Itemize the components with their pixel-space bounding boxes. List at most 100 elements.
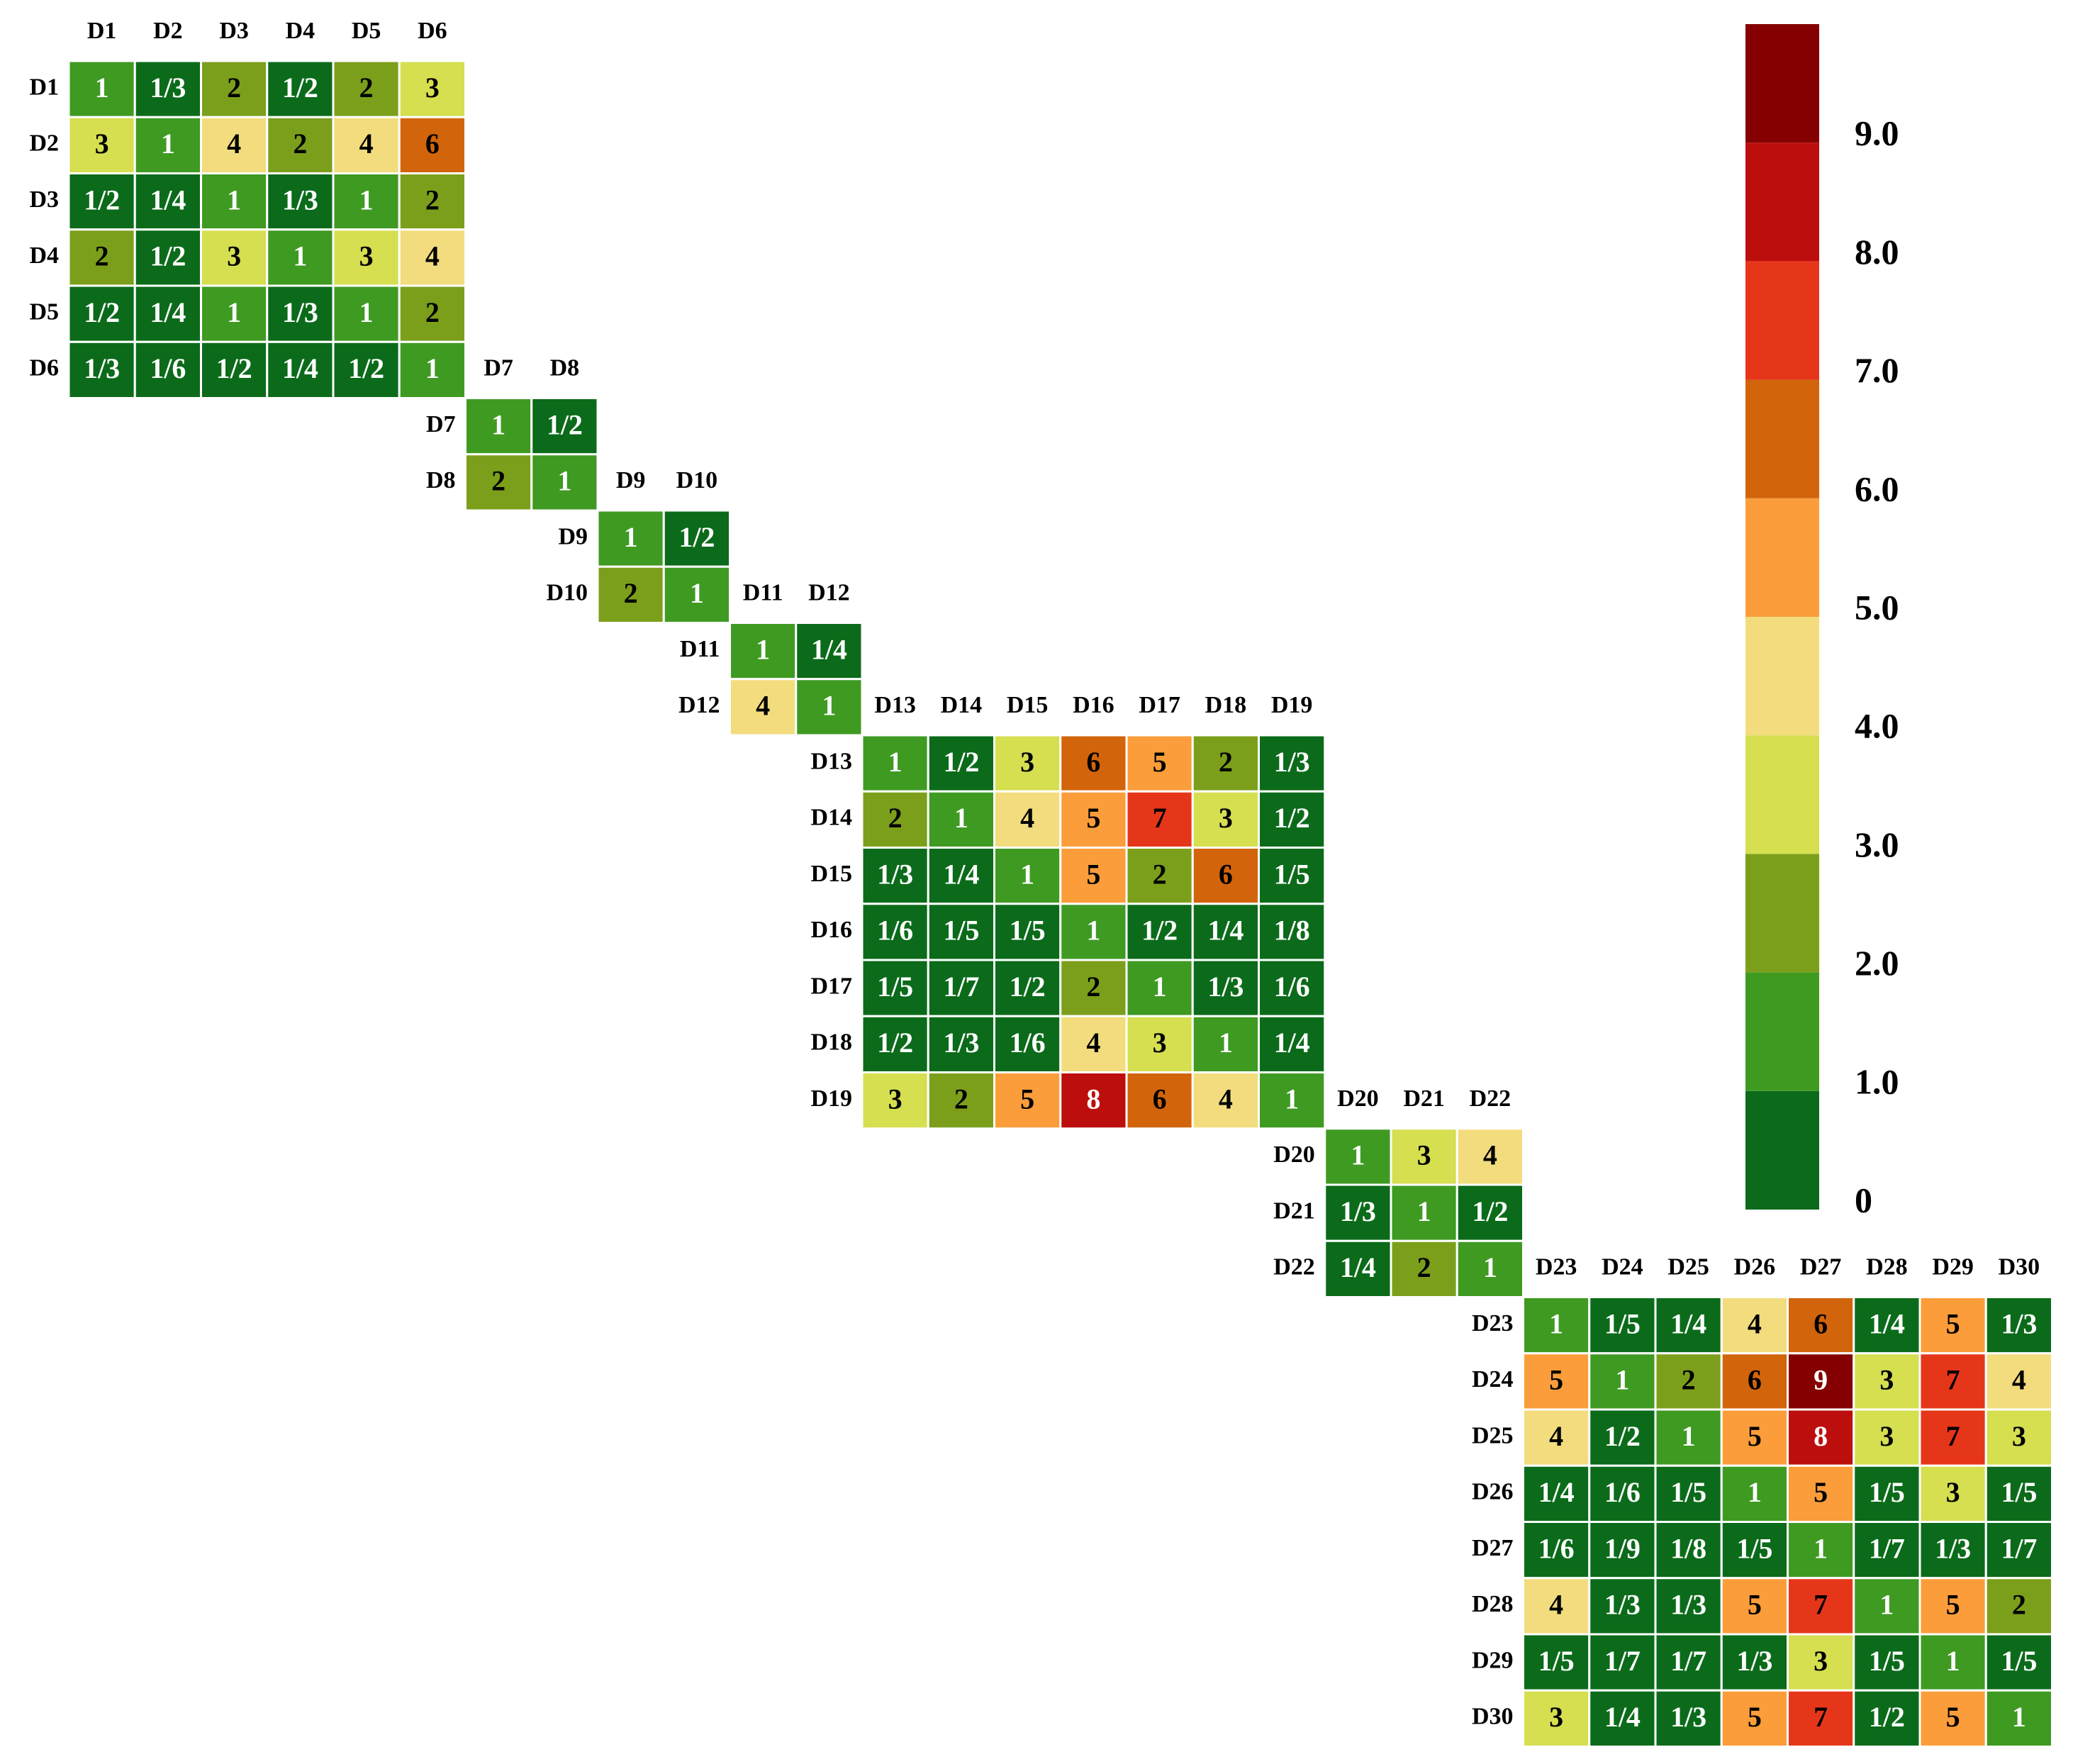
heatmap-cell — [1853, 1633, 1921, 1692]
heatmap-cell — [1059, 790, 1128, 849]
column-label: D7 — [484, 355, 513, 381]
cell-label: 1/2 — [1869, 1701, 1905, 1733]
column-label: D19 — [1271, 692, 1313, 718]
heatmap-cell — [1125, 903, 1194, 961]
heatmap-cell — [1191, 790, 1260, 849]
cell-label: 1 — [1879, 1589, 1894, 1621]
colorbar-tick-label: 6.0 — [1855, 469, 1899, 508]
row-label: D25 — [1472, 1422, 1514, 1448]
cell-label: 1 — [1748, 1476, 1762, 1508]
cell-label: 1/5 — [877, 971, 913, 1003]
heatmap-cell — [1455, 1127, 1524, 1186]
row-label: D13 — [810, 748, 852, 774]
cell-label: 1/4 — [811, 633, 847, 665]
heatmap-cell — [1390, 1127, 1458, 1186]
cell-label: 1/3 — [282, 296, 318, 328]
colorbar-tick-label: 1.0 — [1855, 1061, 1899, 1101]
heatmap-cell — [1390, 1239, 1458, 1298]
cell-label: 2 — [425, 296, 440, 328]
heatmap-cell — [1918, 1633, 1987, 1692]
heatmap-cell — [1588, 1689, 1657, 1748]
column-label: D10 — [676, 467, 718, 493]
heatmap-cell — [200, 228, 269, 287]
cell-label: 1/6 — [1010, 1027, 1046, 1059]
column-label: D16 — [1073, 692, 1114, 718]
cell-label: 1/2 — [1604, 1420, 1641, 1452]
heatmap-cell — [1390, 1183, 1458, 1242]
row-label: D19 — [810, 1085, 852, 1112]
cell-label: 4 — [1219, 1083, 1233, 1115]
cell-label: 5 — [1748, 1420, 1762, 1452]
cell-label: 1/4 — [150, 184, 186, 216]
heatmap-cell — [398, 116, 466, 174]
column-label: D26 — [1734, 1254, 1776, 1280]
cell-label: 1 — [557, 465, 571, 497]
cell-label: 1 — [95, 72, 109, 104]
cell-label: 1 — [227, 296, 241, 328]
cell-label: 1/2 — [1010, 971, 1046, 1003]
row-label: D2 — [29, 130, 59, 157]
cell-label: 3 — [359, 240, 374, 272]
column-label: D3 — [219, 18, 249, 44]
heatmap-cell — [67, 340, 136, 399]
cell-label: 1/2 — [877, 1027, 913, 1059]
heatmap-cell — [133, 172, 202, 231]
column-label: D29 — [1932, 1254, 1974, 1280]
row-label: D5 — [29, 298, 59, 325]
cell-label: 3 — [95, 128, 109, 160]
row-label: D1 — [29, 74, 59, 100]
cell-label: 6 — [425, 128, 440, 160]
cell-label: 1/2 — [150, 240, 186, 272]
cell-label: 1/4 — [282, 352, 318, 384]
cell-label: 1/2 — [282, 72, 318, 104]
cell-label: 1/5 — [2001, 1476, 2037, 1508]
column-label: D14 — [941, 692, 983, 718]
heatmap-cell — [927, 1071, 995, 1130]
colorbar-tick-label: 2.0 — [1855, 943, 1899, 983]
cell-label: 1 — [888, 746, 903, 778]
colorbar-bin — [1745, 617, 1819, 736]
heatmap-cell — [1125, 1071, 1194, 1130]
row-label: D24 — [1472, 1366, 1514, 1392]
cell-label: 3 — [888, 1083, 903, 1115]
cell-label: 1 — [1682, 1420, 1696, 1452]
cell-label: 1/6 — [1604, 1476, 1641, 1508]
cell-label: 3 — [1219, 802, 1233, 834]
heatmap-cell — [398, 340, 466, 399]
cell-label: 8 — [1814, 1420, 1828, 1452]
row-label: D9 — [558, 523, 588, 549]
colorbar-bin — [1745, 261, 1819, 380]
cell-label: 2 — [1417, 1251, 1431, 1283]
cell-label: 4 — [1086, 1027, 1100, 1059]
cell-label: 5 — [1748, 1589, 1762, 1621]
cell-label: 2 — [491, 465, 505, 497]
cell-label: 1/8 — [1274, 915, 1310, 947]
heatmap-cell — [1191, 1071, 1260, 1130]
row-label: D28 — [1472, 1591, 1514, 1617]
cell-label: 4 — [1483, 1139, 1497, 1171]
cell-label: 1/7 — [1670, 1645, 1706, 1677]
heatmap-cell — [1588, 1296, 1657, 1355]
cell-label: 1/4 — [943, 858, 979, 890]
row-label: D29 — [1472, 1647, 1514, 1673]
heatmap-cell — [927, 734, 995, 793]
colorbar-bin — [1745, 24, 1819, 143]
heatmap-cell — [1059, 847, 1128, 905]
cell-label: 1/3 — [1935, 1532, 1971, 1564]
heatmap-cell — [1258, 1015, 1326, 1073]
heatmap-cell — [1455, 1183, 1524, 1242]
heatmap-cell — [1191, 959, 1260, 1017]
heatmap-cell — [1720, 1296, 1789, 1355]
cell-label: 2 — [1086, 971, 1100, 1003]
heatmap-cell — [1984, 1352, 2053, 1411]
colorbar-tick-label: 0 — [1855, 1180, 1872, 1219]
row-label: D30 — [1472, 1704, 1514, 1730]
cell-label: 5 — [1946, 1701, 1960, 1733]
row-label: D22 — [1273, 1254, 1315, 1280]
heatmap-cell — [1258, 903, 1326, 961]
colorbar-bin — [1745, 143, 1819, 262]
cell-label: 1/6 — [1274, 971, 1310, 1003]
colorbar-tick-label: 7.0 — [1855, 350, 1899, 390]
column-label: D23 — [1536, 1254, 1577, 1280]
cell-label: 4 — [1549, 1420, 1563, 1452]
